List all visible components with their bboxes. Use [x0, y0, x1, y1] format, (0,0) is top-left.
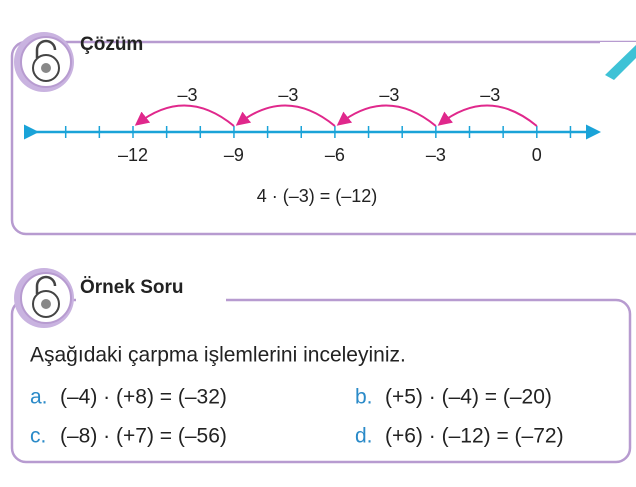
- example-title: Örnek Soru: [80, 277, 183, 298]
- tick-label: –3: [426, 145, 446, 165]
- solution-title: Çözüm: [80, 34, 143, 55]
- items: a. (–4) · (+8) = (–32) b. (+5) · (–4) = (–2…: [30, 386, 564, 448]
- item-letter: c.: [30, 425, 46, 448]
- jump-label: –3: [480, 85, 500, 105]
- lock-icon: [14, 268, 74, 328]
- item-expression: (+5) · (–4) = (–20): [385, 386, 552, 409]
- tick-label: 0: [532, 145, 542, 165]
- tick-label: –9: [224, 145, 244, 165]
- tick-label: –6: [325, 145, 345, 165]
- lock-icon: [14, 32, 74, 92]
- jump-arrow: [235, 104, 336, 127]
- number-line-group: –12 –9 –6 –3 0 –3 –3 –3 –3: [64, 85, 572, 165]
- jump-arrow: [336, 104, 437, 127]
- jump-arrow: [437, 104, 538, 127]
- solution-box: [10, 40, 636, 236]
- tick-label: –12: [118, 145, 148, 165]
- jump-label: –3: [379, 85, 399, 105]
- equation: 4 · (–3) = (–12): [257, 186, 378, 206]
- item-expression: (+6) · (–12) = (–72): [385, 425, 564, 448]
- item-expression: (–8) · (+7) = (–56): [60, 425, 227, 448]
- jump-arrow: [134, 104, 235, 127]
- prompt: Aşağıdaki çarpma işlemlerini inceleyiniz…: [30, 344, 406, 367]
- item-letter: a.: [30, 386, 48, 409]
- example-box: [10, 298, 632, 464]
- item-expression: (–4) · (+8) = (–32): [60, 386, 227, 409]
- jump-label: –3: [177, 85, 197, 105]
- item-letter: d.: [355, 425, 373, 448]
- jump-label: –3: [278, 85, 298, 105]
- item-letter: b.: [355, 386, 373, 409]
- pencil-icon: [605, 45, 636, 80]
